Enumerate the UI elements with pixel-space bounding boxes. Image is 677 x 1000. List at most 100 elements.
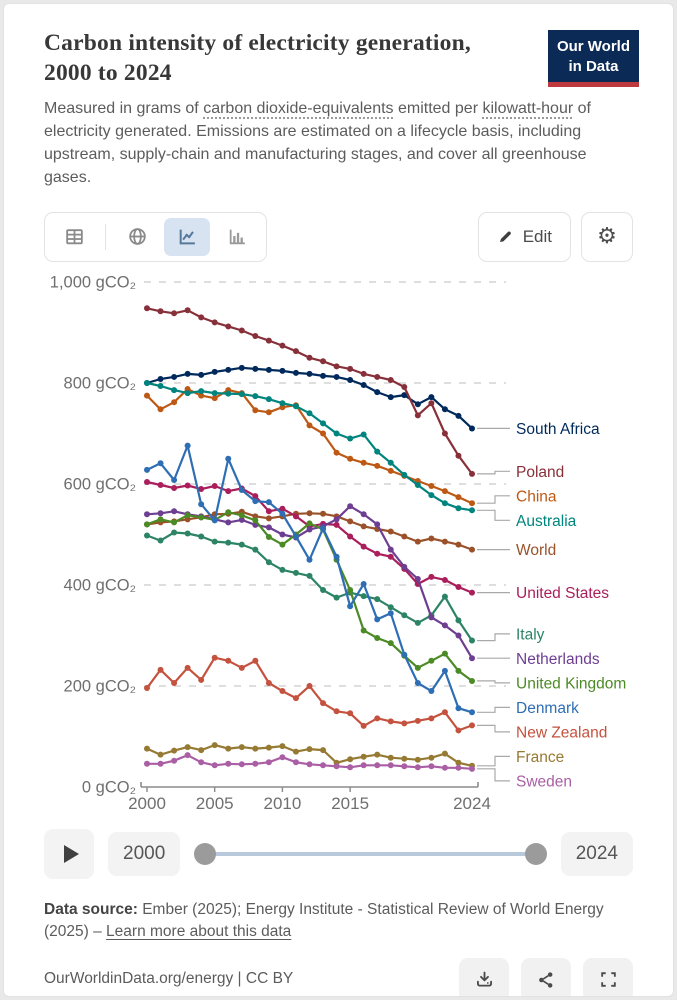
- data-point[interactable]: [320, 699, 327, 706]
- data-point[interactable]: [333, 594, 340, 601]
- data-point[interactable]: [225, 539, 232, 546]
- data-point[interactable]: [347, 709, 354, 716]
- data-point[interactable]: [171, 386, 178, 393]
- data-point[interactable]: [306, 354, 313, 361]
- data-point[interactable]: [171, 476, 178, 483]
- data-point[interactable]: [144, 521, 150, 528]
- data-point[interactable]: [320, 761, 327, 768]
- data-point[interactable]: [360, 459, 367, 466]
- data-point[interactable]: [265, 514, 272, 521]
- data-point[interactable]: [441, 430, 448, 437]
- data-point[interactable]: [374, 634, 381, 641]
- data-point[interactable]: [320, 420, 327, 427]
- data-point[interactable]: [265, 395, 272, 402]
- data-point[interactable]: [211, 538, 218, 545]
- data-point[interactable]: [306, 509, 313, 516]
- data-point[interactable]: [360, 523, 367, 530]
- data-point[interactable]: [414, 400, 421, 407]
- data-point[interactable]: [238, 364, 245, 371]
- data-point[interactable]: [171, 679, 178, 686]
- data-point[interactable]: [320, 510, 327, 517]
- data-point[interactable]: [360, 761, 367, 768]
- data-point[interactable]: [157, 405, 164, 412]
- data-point[interactable]: [238, 486, 245, 493]
- data-point[interactable]: [469, 654, 475, 661]
- data-point[interactable]: [320, 746, 327, 753]
- data-point[interactable]: [279, 505, 286, 512]
- data-point[interactable]: [198, 746, 205, 753]
- data-point[interactable]: [455, 541, 462, 548]
- data-point[interactable]: [441, 708, 448, 715]
- data-point[interactable]: [238, 760, 245, 767]
- data-point[interactable]: [184, 664, 191, 671]
- data-point[interactable]: [171, 529, 178, 536]
- data-point[interactable]: [265, 558, 272, 565]
- data-point[interactable]: [279, 541, 286, 548]
- data-point[interactable]: [455, 583, 462, 590]
- data-point[interactable]: [198, 485, 205, 492]
- data-point[interactable]: [279, 399, 286, 406]
- data-point[interactable]: [428, 399, 435, 406]
- data-point[interactable]: [347, 502, 354, 509]
- data-point[interactable]: [387, 459, 394, 466]
- data-point[interactable]: [157, 382, 164, 389]
- data-point[interactable]: [157, 751, 164, 758]
- data-point[interactable]: [279, 342, 286, 349]
- data-point[interactable]: [252, 546, 259, 553]
- data-point[interactable]: [320, 357, 327, 364]
- data-point[interactable]: [469, 589, 475, 596]
- slider-handle-end[interactable]: [524, 842, 547, 865]
- data-point[interactable]: [184, 482, 191, 489]
- data-point[interactable]: [455, 727, 462, 734]
- data-point[interactable]: [428, 491, 435, 498]
- data-point[interactable]: [401, 533, 408, 540]
- data-point[interactable]: [292, 347, 299, 354]
- data-point[interactable]: [211, 517, 218, 524]
- data-point[interactable]: [441, 622, 448, 629]
- data-point[interactable]: [360, 592, 367, 599]
- data-point[interactable]: [252, 492, 259, 499]
- data-point[interactable]: [333, 516, 340, 523]
- data-point[interactable]: [333, 449, 340, 456]
- data-point[interactable]: [455, 704, 462, 711]
- data-point[interactable]: [401, 611, 408, 618]
- data-point[interactable]: [469, 546, 475, 553]
- data-point[interactable]: [333, 373, 340, 380]
- data-point[interactable]: [347, 376, 354, 383]
- data-point[interactable]: [184, 442, 191, 449]
- data-point[interactable]: [198, 500, 205, 507]
- data-point[interactable]: [171, 757, 178, 764]
- data-point[interactable]: [387, 603, 394, 610]
- data-point[interactable]: [265, 679, 272, 686]
- data-point[interactable]: [157, 760, 164, 767]
- data-point[interactable]: [414, 575, 421, 582]
- data-point[interactable]: [360, 543, 367, 550]
- entity-label[interactable]: China: [516, 488, 557, 505]
- data-point[interactable]: [455, 504, 462, 511]
- data-point[interactable]: [211, 389, 218, 396]
- data-point[interactable]: [211, 482, 218, 489]
- data-point[interactable]: [238, 541, 245, 548]
- data-point[interactable]: [184, 389, 191, 396]
- data-point[interactable]: [225, 519, 232, 526]
- data-point[interactable]: [144, 684, 150, 691]
- data-point[interactable]: [157, 375, 164, 382]
- data-point[interactable]: [469, 499, 475, 506]
- data-point[interactable]: [414, 756, 421, 763]
- data-point[interactable]: [360, 580, 367, 587]
- data-point[interactable]: [225, 760, 232, 767]
- data-point[interactable]: [401, 720, 408, 727]
- data-point[interactable]: [157, 537, 164, 544]
- data-point[interactable]: [225, 323, 232, 330]
- data-point[interactable]: [455, 632, 462, 639]
- data-point[interactable]: [387, 467, 394, 474]
- data-point[interactable]: [279, 687, 286, 694]
- data-point[interactable]: [279, 566, 286, 573]
- data-point[interactable]: [292, 748, 299, 755]
- data-point[interactable]: [360, 627, 367, 634]
- data-point[interactable]: [157, 307, 164, 314]
- data-point[interactable]: [184, 511, 191, 518]
- series-line[interactable]: [146, 531, 473, 641]
- data-point[interactable]: [225, 657, 232, 664]
- data-point[interactable]: [441, 750, 448, 757]
